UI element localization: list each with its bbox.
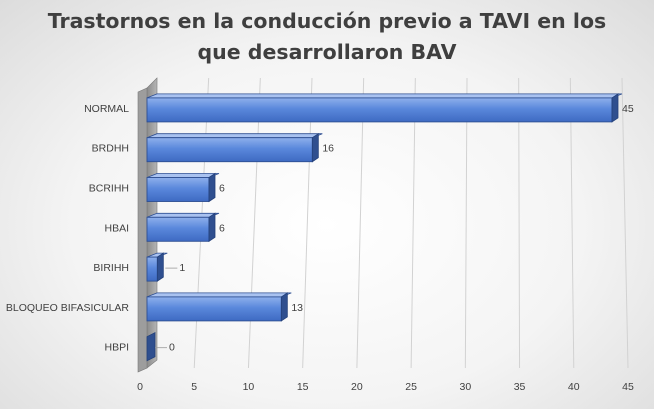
bar-top (146, 133, 323, 139)
data-label: 13 (291, 302, 303, 314)
bar-group (146, 172, 220, 203)
data-label: 6 (219, 183, 225, 195)
bar-top (146, 173, 220, 178)
bar (146, 296, 282, 322)
bar-group (146, 252, 168, 282)
category-label: NORMAL (84, 103, 129, 115)
bar (146, 137, 313, 163)
gridline (410, 77, 416, 369)
x-tick-label: 35 (514, 381, 526, 393)
x-tick-label: 20 (351, 381, 363, 393)
chart-title: Trastornos en la conducción previo a TAV… (47, 9, 607, 64)
side-wall-edge (137, 87, 148, 373)
bar-end (280, 292, 288, 322)
bar-group (146, 93, 623, 123)
category-label: BRDHH (92, 143, 129, 155)
category-label: HBPI (104, 342, 129, 354)
gridline (356, 77, 365, 369)
gridline (302, 77, 313, 369)
data-label: 45 (622, 103, 634, 115)
bar-end (146, 332, 156, 362)
x-tick-label: 15 (297, 381, 309, 393)
data-label: 16 (322, 143, 334, 155)
bar-top (146, 212, 220, 218)
data-label: 1 (179, 262, 185, 274)
bar-group (146, 332, 156, 362)
gridline (518, 77, 521, 369)
bar-end (208, 212, 216, 243)
data-label: 0 (169, 342, 175, 354)
bar-end (611, 93, 619, 123)
category-label: BIRIHH (93, 262, 129, 274)
bar-top (146, 292, 292, 298)
gridline (569, 77, 575, 369)
category-label: BCRIHH (89, 183, 129, 195)
bar-end (311, 132, 319, 163)
x-tick-label: 25 (405, 381, 417, 393)
gridline (464, 77, 468, 369)
x-tick-label: 45 (622, 381, 634, 393)
gridline (621, 77, 629, 369)
category-label: HBAI (104, 222, 129, 234)
x-tick-label: 0 (137, 381, 143, 393)
x-tick-label: 30 (459, 381, 471, 393)
bar-end (156, 252, 164, 282)
category-label: BLOQUEO BIFASICULAR (6, 302, 130, 314)
x-tick-label: 5 (191, 381, 197, 393)
bar-group (146, 132, 323, 163)
x-tick-label: 40 (568, 381, 580, 393)
bar (146, 177, 210, 202)
bar-group (146, 212, 220, 243)
x-tick-label: 10 (243, 381, 255, 393)
bar (146, 216, 210, 242)
bar-top (146, 93, 623, 99)
data-label: 6 (219, 222, 225, 234)
bar (146, 256, 158, 282)
bar-group (146, 292, 292, 322)
bar-end (208, 172, 216, 203)
bar (146, 97, 613, 123)
